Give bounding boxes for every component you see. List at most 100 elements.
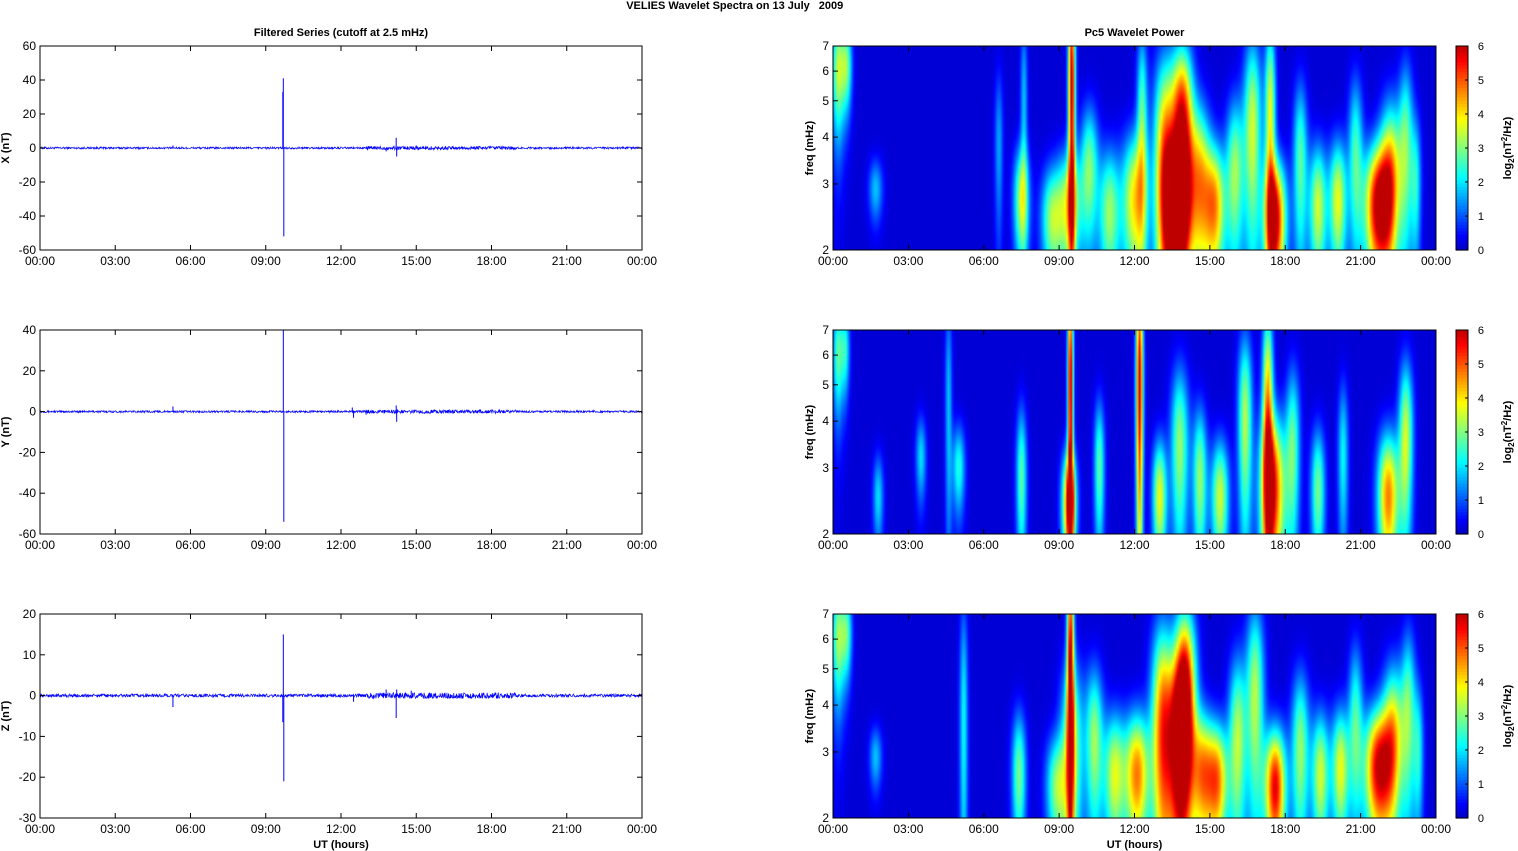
- wavelet-panel-2-colorbar-cell: [1456, 527, 1468, 532]
- series-panel-1-xtick-label: 12:00: [326, 254, 356, 268]
- series-panel-2-xtick-label: 21:00: [552, 538, 582, 552]
- wavelet-panel-3-colorbar-cell: [1456, 786, 1468, 790]
- wavelet-panel-2-colorbar-cell: [1456, 381, 1468, 385]
- series-panel-3-xtick-label: 21:00: [552, 822, 582, 836]
- series-panel-2-ytick-label: -20: [19, 445, 37, 459]
- wavelet-panel-3-xtick-label: 12:00: [1119, 822, 1149, 836]
- wavelet-panel-3-xtick-label: 15:00: [1195, 822, 1225, 836]
- wavelet-panel-2-colorbar-cell: [1456, 454, 1468, 459]
- wavelet-panel-3-colorbar-cell: [1456, 798, 1468, 803]
- wavelet-panel-3-colorbar-cell: [1456, 811, 1468, 816]
- wavelet-panel-2-colorbar-cell: [1456, 441, 1468, 446]
- wavelet-panel-1-ytick-label: 3: [822, 177, 829, 191]
- wavelet-panel-3-colorbar-cell: [1456, 655, 1468, 660]
- wavelet-panel-2-colorbar-cell: [1456, 352, 1468, 357]
- wavelet-panel-1-colorbar-cell: [1456, 227, 1468, 232]
- wavelet-panel-3-colorbar-cell: [1456, 731, 1468, 736]
- wavelet-panel-2-colorbar-cell: [1456, 492, 1468, 497]
- wavelet-panel-1-colorbar-tick-label: 5: [1478, 75, 1484, 87]
- wavelet-panel-3-colorbar-cell: [1456, 703, 1468, 708]
- wavelet-panel-1-colorbar-cell: [1456, 189, 1468, 194]
- wavelet-panel-2-colorbar-cell: [1456, 489, 1468, 494]
- wavelet-panel-3-colorbar-cell: [1456, 696, 1468, 701]
- series-panel-1-ytick-label: 0: [29, 141, 36, 155]
- wavelet-panel-1-ylabel: freq (mHz): [804, 120, 816, 175]
- series-panel-1-ytick-label: -40: [19, 209, 37, 223]
- series-panel-2-xtick-label: 18:00: [476, 538, 506, 552]
- wavelet-panel-1-ytick-label: 7: [822, 39, 829, 53]
- wavelet-panel-1-colorbar-cell: [1456, 55, 1468, 60]
- wavelet-panel-2-colorbar-cell: [1456, 425, 1468, 430]
- series-panel-2-xtick-label: 09:00: [251, 538, 281, 552]
- wavelet-panel-3-colorbar-tick-label: 5: [1478, 643, 1484, 655]
- wavelet-panel-2-colorbar-cell: [1456, 486, 1468, 490]
- wavelet-panel-2-colorbar-cell: [1456, 495, 1468, 500]
- wavelet-panel-1-colorbar-cell: [1456, 205, 1468, 210]
- wavelet-panel-3-colorbar-cell: [1456, 751, 1468, 755]
- wavelet-panel-1-colorbar-cell: [1456, 97, 1468, 101]
- wavelet-panel-1-colorbar-cell: [1456, 46, 1468, 50]
- wavelet-panel-2-colorbar-cell: [1456, 505, 1468, 510]
- wavelet-panel-3-colorbar-cell: [1456, 738, 1468, 743]
- wavelet-panel-3-xtick-label: 18:00: [1270, 822, 1300, 836]
- wavelet-panel-1-colorbar-cell: [1456, 132, 1468, 136]
- wavelet-panel-2-colorbar-cell: [1456, 444, 1468, 449]
- wavelet-panel-1-xtick-label: 09:00: [1044, 254, 1074, 268]
- series-panel-3-xtick-label: 09:00: [251, 822, 281, 836]
- wavelet-panel-1-colorbar-tick-label: 2: [1478, 177, 1484, 189]
- series-panel-1-xtick-label: 15:00: [401, 254, 431, 268]
- wavelet-panel-2-colorbar-cell: [1456, 457, 1468, 462]
- wavelet-panel-2-xtick-label: 09:00: [1044, 538, 1074, 552]
- wavelet-panel-3-colorbar-cell: [1456, 716, 1468, 720]
- wavelet-panel-3-colorbar-cell: [1456, 680, 1468, 685]
- series-panel-2-xtick-label: 03:00: [100, 538, 130, 552]
- series-panel-2-ytick-label: 20: [23, 364, 37, 378]
- wavelet-panel-2-colorbar-cell: [1456, 447, 1468, 452]
- wavelet-panel-1-colorbar-cell: [1456, 112, 1468, 117]
- series-panel-2-xtick-label: 00:00: [25, 538, 55, 552]
- wavelet-panel-3-colorbar-cell: [1456, 735, 1468, 739]
- figure-title-year: 2009: [819, 0, 843, 12]
- wavelet-panel-1-colorbar-cell: [1456, 65, 1468, 69]
- wavelet-panel-1-colorbar-cell: [1456, 58, 1468, 63]
- wavelet-panel-3-colorbar-cell: [1456, 661, 1468, 666]
- wavelet-panel-1-colorbar-cell: [1456, 84, 1468, 89]
- wavelet-panel-1-colorbar-cell: [1456, 135, 1468, 140]
- wavelet-panel-3-colorbar-cell: [1456, 747, 1468, 752]
- wavelet-panel-3-colorbar-cell: [1456, 706, 1468, 711]
- wavelet-panel-2-colorbar-cell: [1456, 349, 1468, 353]
- wavelet-panel-2-xtick-label: 00:00: [818, 538, 848, 552]
- series-panel-3-ylabel: Z (nT): [0, 700, 12, 731]
- wavelet-panel-3-colorbar-cell: [1456, 687, 1468, 692]
- wavelet-panel-3-xtick-label: 21:00: [1346, 822, 1376, 836]
- wavelet-panel-2-colorbar-cell: [1456, 339, 1468, 344]
- wavelet-panel-3-colorbar-cell: [1456, 789, 1468, 794]
- wavelet-panel-3-colorbar-cell: [1456, 779, 1468, 784]
- wavelet-panel-2-xtick-label: 15:00: [1195, 538, 1225, 552]
- wavelet-panel-1-colorbar-cell: [1456, 179, 1468, 184]
- wavelet-panel-2-colorbar-cell: [1456, 330, 1468, 334]
- wavelet-panel-1-colorbar-cell: [1456, 87, 1468, 92]
- wavelet-panel-3-colorbar-cell: [1456, 633, 1468, 637]
- wavelet-panel-3-colorbar-cell: [1456, 671, 1468, 676]
- wavelet-panel-3-xtick-label: 06:00: [969, 822, 999, 836]
- wavelet-panel-1-colorbar-cell: [1456, 151, 1468, 155]
- wavelet-panel-1-colorbar-cell: [1456, 128, 1468, 133]
- wavelet-panel-3-colorbar-cell: [1456, 684, 1468, 688]
- series-panel-1-xtick-label: 18:00: [476, 254, 506, 268]
- wavelet-panel-3-colorbar-cell: [1456, 805, 1468, 810]
- series-panel-3-xtick-label: 15:00: [401, 822, 431, 836]
- series-panel-1-xtick-label: 00:00: [25, 254, 55, 268]
- wavelet-panel-1-colorbar-cell: [1456, 125, 1468, 130]
- wavelet-panel-3-colorbar-cell: [1456, 760, 1468, 765]
- wavelet-panel-1-colorbar-cell: [1456, 157, 1468, 162]
- wavelet-panel-2-colorbar-cell: [1456, 438, 1468, 443]
- wavelet-panel-2-colorbar-cell: [1456, 476, 1468, 481]
- wavelet-panel-2-colorbar-tick-label: 4: [1478, 393, 1484, 405]
- wavelet-panel-3-colorbar-cell: [1456, 665, 1468, 669]
- wavelet-panel-3-ylabel: freq (mHz): [804, 688, 816, 743]
- wavelet-panel-2-colorbar-cell: [1456, 479, 1468, 484]
